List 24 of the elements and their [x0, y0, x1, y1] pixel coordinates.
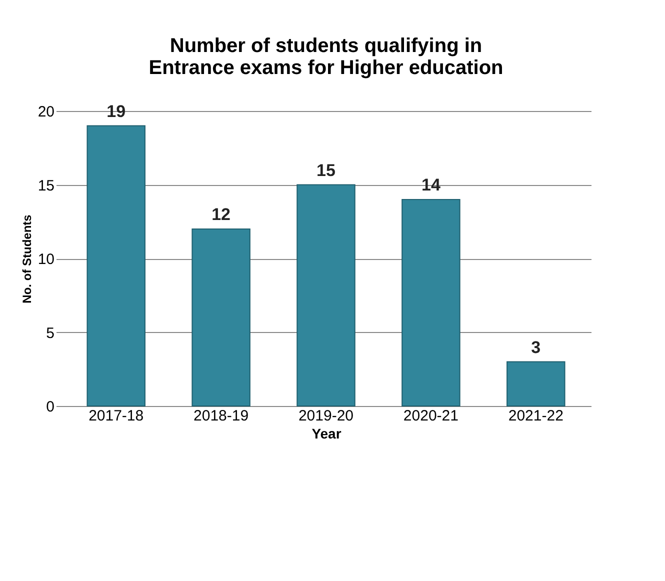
- x-tick-label: 2017-18: [88, 408, 144, 424]
- x-tick-label: 2021-22: [508, 408, 564, 424]
- data-label: 3: [531, 338, 541, 357]
- y-tick-label: 5: [46, 324, 54, 342]
- x-axis-title: Year: [312, 426, 342, 442]
- y-tick-label: 10: [38, 251, 54, 268]
- text: Entrance exams for Higher education: [148, 56, 504, 79]
- bar: [296, 184, 356, 406]
- y-tick-label: 15: [38, 177, 54, 194]
- bar: [402, 199, 460, 406]
- bar: [506, 361, 566, 406]
- bar: [192, 228, 250, 406]
- x-tick-label: 2018-19: [194, 408, 249, 424]
- y-tick-label: 20: [38, 104, 54, 120]
- text: Number of students qualifying in: [170, 34, 482, 57]
- data-label: 12: [212, 205, 231, 224]
- y-axis-title: No. of Students: [20, 214, 34, 304]
- data-label: 19: [106, 102, 126, 121]
- bar: [86, 125, 146, 406]
- y-tick-label: 0: [46, 398, 54, 416]
- data-label: 14: [421, 176, 441, 194]
- x-tick-label: 2019-20: [298, 408, 354, 424]
- x-tick-label: 2020-21: [403, 408, 458, 424]
- data-label: 15: [316, 160, 336, 180]
